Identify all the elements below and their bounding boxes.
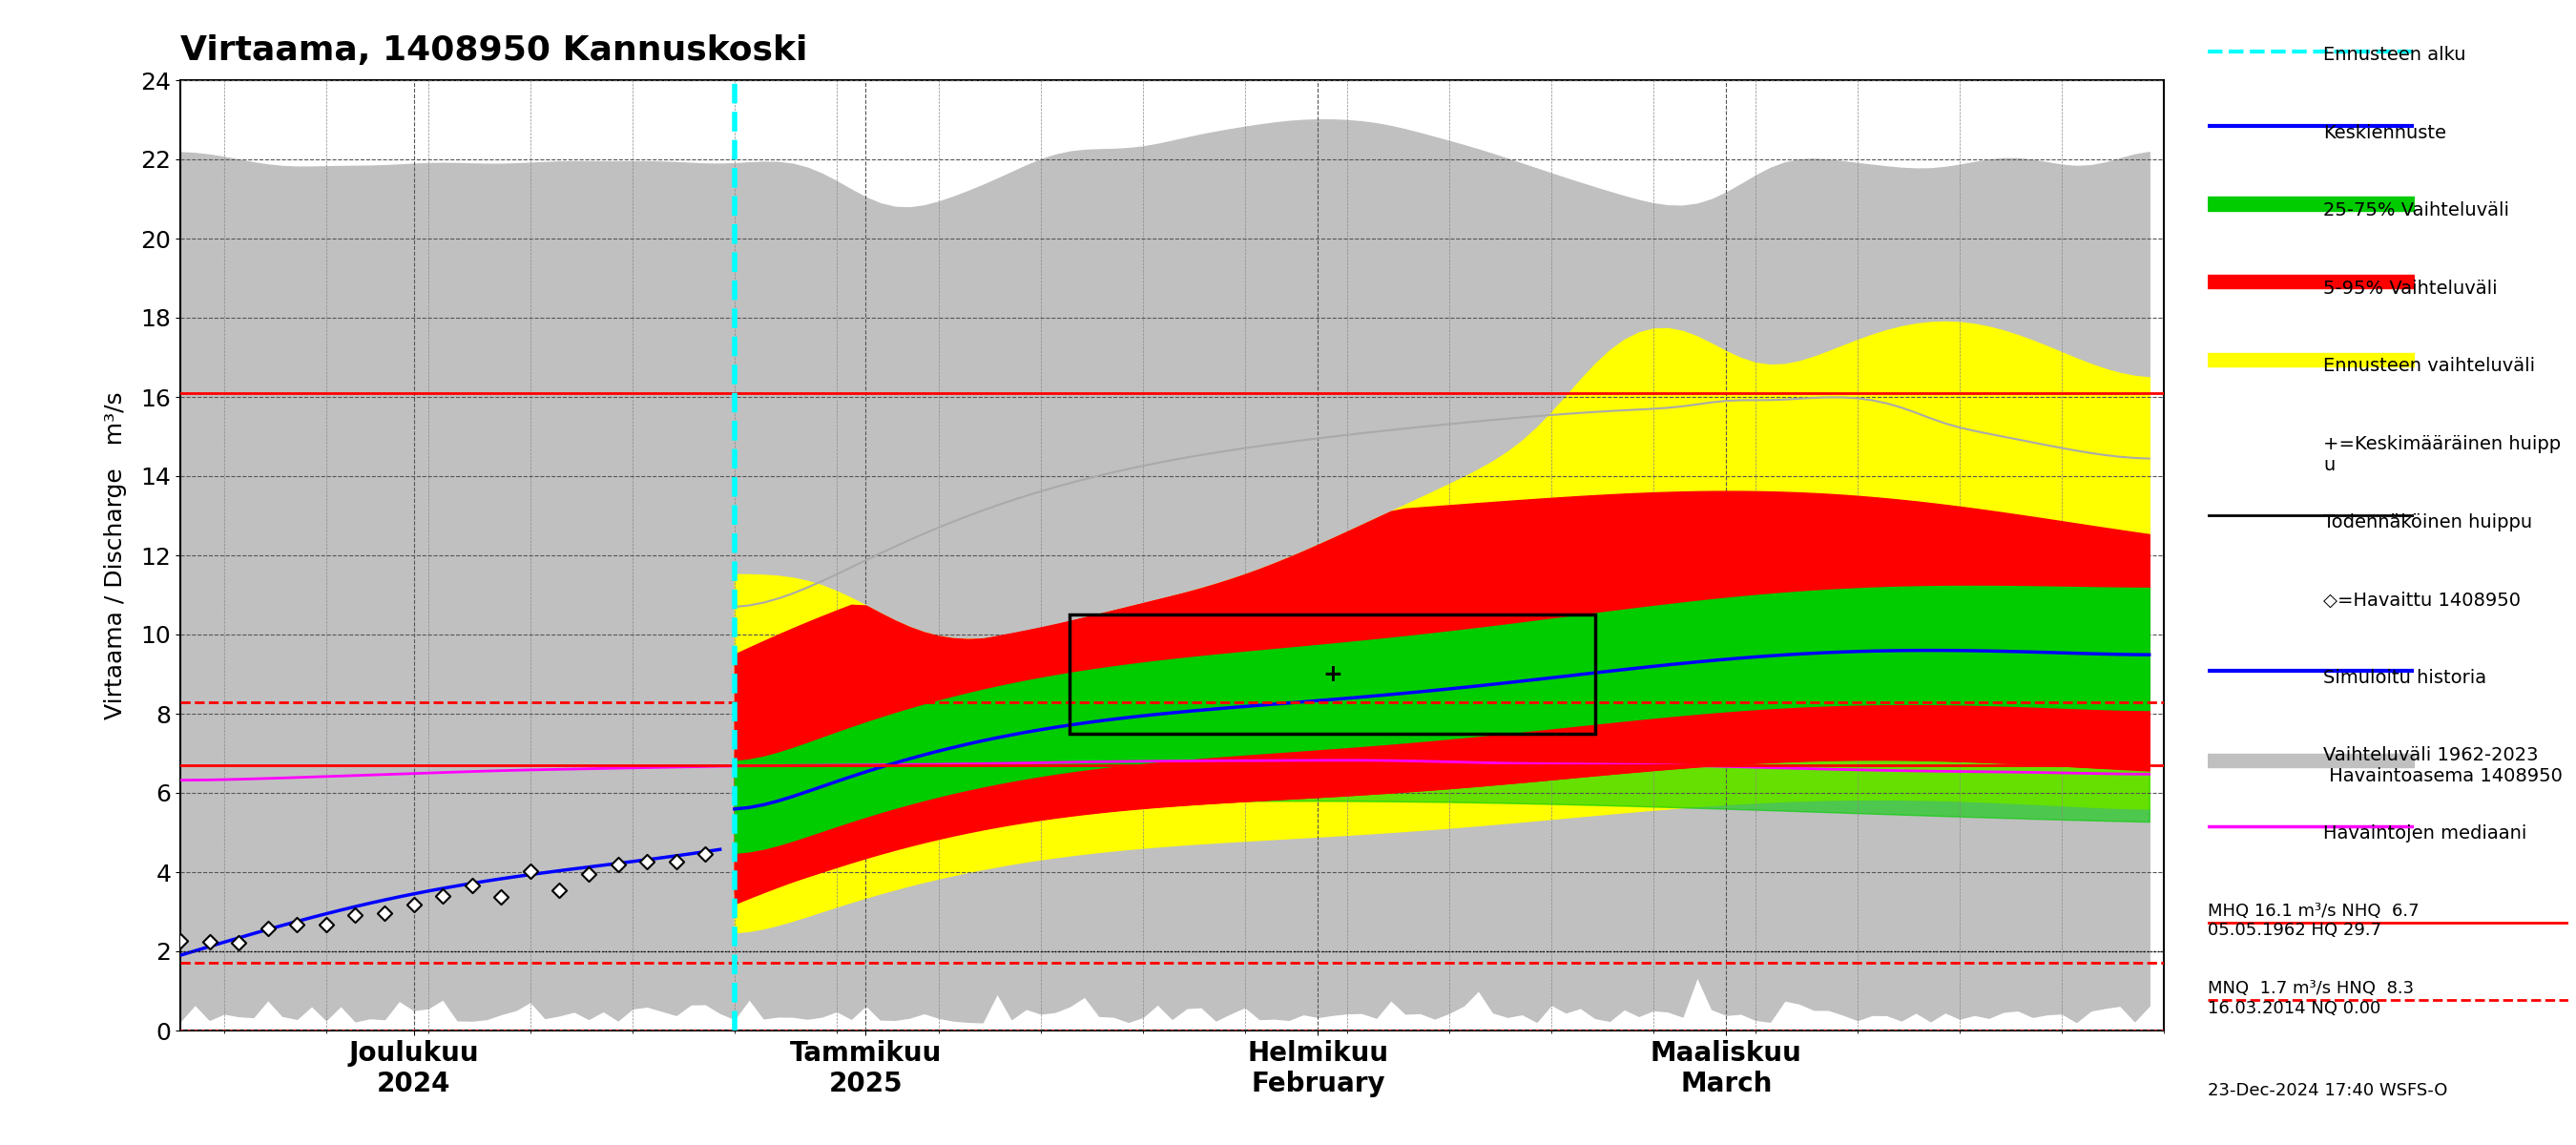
Text: Havaintojen mediaani: Havaintojen mediaani xyxy=(2324,824,2527,843)
Point xyxy=(335,906,376,924)
Text: +: + xyxy=(1321,663,1342,686)
Point xyxy=(422,886,464,905)
Point xyxy=(626,852,667,870)
Point xyxy=(219,933,260,951)
Point xyxy=(510,862,551,881)
Text: Keskiennuste: Keskiennuste xyxy=(2324,124,2447,142)
Text: 25-75% Vaihteluväli: 25-75% Vaihteluväli xyxy=(2324,202,2509,220)
Text: MHQ 16.1 m³/s NHQ  6.7
05.05.1962 HQ 29.7: MHQ 16.1 m³/s NHQ 6.7 05.05.1962 HQ 29.7 xyxy=(2208,902,2419,939)
Point xyxy=(538,882,580,900)
Point xyxy=(160,931,201,949)
Point xyxy=(363,903,404,922)
Point xyxy=(569,866,611,884)
Point xyxy=(394,895,435,914)
Text: Todennäköinen huippu: Todennäköinen huippu xyxy=(2324,513,2532,531)
Bar xyxy=(1069,615,1595,734)
Point xyxy=(276,916,317,934)
Point xyxy=(451,876,492,894)
Text: Virtaama, 1408950 Kannuskoski: Virtaama, 1408950 Kannuskoski xyxy=(180,34,806,66)
Point xyxy=(685,844,726,862)
Text: Ennusteen vaihteluväli: Ennusteen vaihteluväli xyxy=(2324,357,2535,376)
Text: ◇=Havaittu 1408950: ◇=Havaittu 1408950 xyxy=(2324,591,2522,609)
Point xyxy=(654,852,696,870)
Text: Vaihteluväli 1962-2023
 Havaintoasema 1408950: Vaihteluväli 1962-2023 Havaintoasema 140… xyxy=(2324,747,2563,785)
Text: +=Keskimääräinen huipp
u: +=Keskimääräinen huipp u xyxy=(2324,435,2561,474)
Text: 23-Dec-2024 17:40 WSFS-O: 23-Dec-2024 17:40 WSFS-O xyxy=(2208,1082,2447,1099)
Point xyxy=(247,919,289,938)
Point xyxy=(598,855,639,874)
Text: MNQ  1.7 m³/s HNQ  8.3
16.03.2014 NQ 0.00: MNQ 1.7 m³/s HNQ 8.3 16.03.2014 NQ 0.00 xyxy=(2208,980,2414,1017)
Text: 5-95% Vaihteluväli: 5-95% Vaihteluväli xyxy=(2324,279,2499,298)
Point xyxy=(188,933,229,951)
Point xyxy=(482,887,523,906)
Point xyxy=(307,915,348,933)
Text: Simuloitu historia: Simuloitu historia xyxy=(2324,669,2486,687)
Text: Ennusteen alku: Ennusteen alku xyxy=(2324,46,2465,64)
Y-axis label: Virtaama / Discharge   m³/s: Virtaama / Discharge m³/s xyxy=(106,392,126,719)
